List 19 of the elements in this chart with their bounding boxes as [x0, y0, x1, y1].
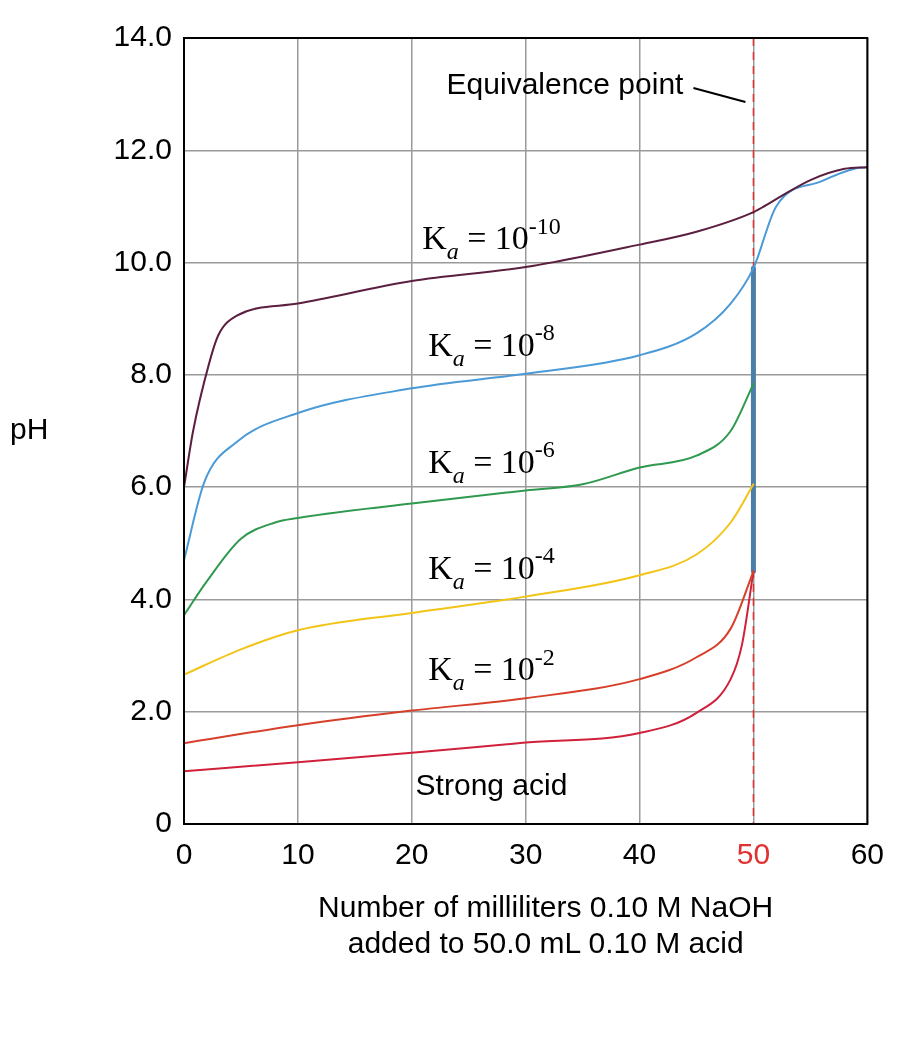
series-label: Strong acid — [415, 767, 568, 801]
x-tick-label: 50 — [736, 837, 771, 871]
x-tick-label: 60 — [850, 837, 884, 871]
y-tick-label: 4.0 — [130, 580, 172, 614]
y-tick-label: 2.0 — [130, 692, 172, 726]
x-axis-title: Number of milliliters 0.10 M NaOH added to 50.0 mL 0.10 M acid — [318, 890, 774, 960]
y-tick-label: 12.0 — [113, 131, 172, 165]
ref-line-label: Equivalence point — [446, 67, 685, 101]
y-tick-label: 14.0 — [113, 19, 172, 53]
x-tick-label: 30 — [508, 837, 543, 871]
x-tick-label: 10 — [281, 837, 315, 871]
y-tick-label: 10.0 — [113, 243, 172, 277]
y-tick-label: 8.0 — [130, 356, 172, 390]
x-tick-label: 40 — [622, 837, 657, 871]
y-axis-title: pH — [10, 412, 49, 446]
y-tick-label: 6.0 — [130, 468, 172, 502]
x-tick-label: 0 — [175, 837, 193, 871]
x-tick-label: 20 — [395, 837, 429, 871]
y-tick-label: 0 — [155, 805, 172, 839]
